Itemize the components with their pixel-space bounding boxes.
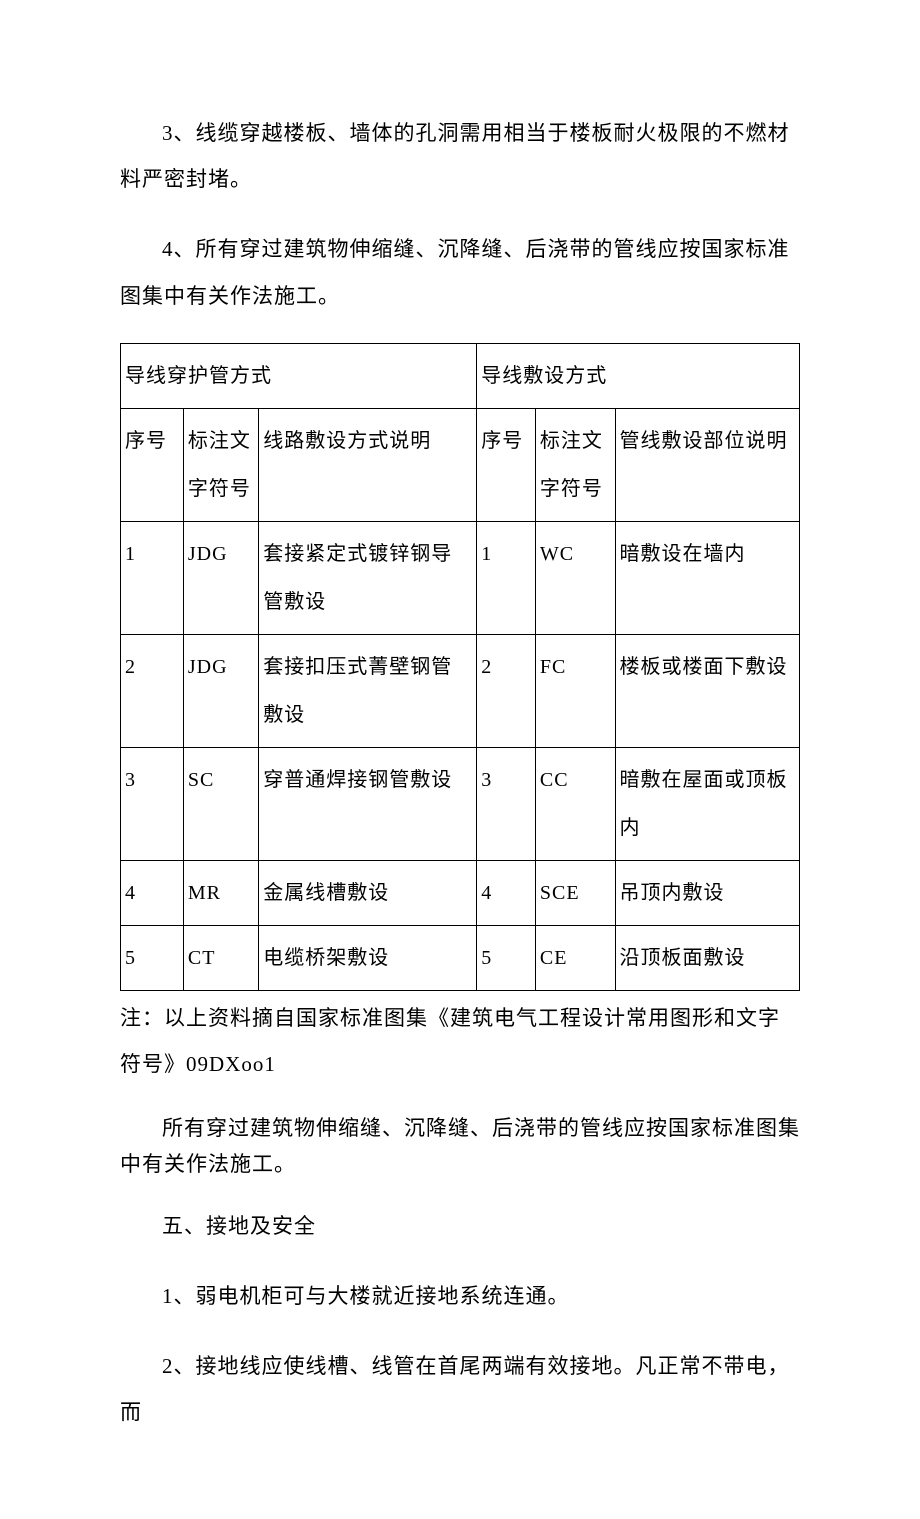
subheader-seq-l: 序号 <box>121 408 184 521</box>
cell-desc-l: 套接扣压式菁壁钢管敷设 <box>259 634 477 747</box>
table: 导线穿护管方式 导线敷设方式 序号 标注文字符号 线路敷设方式说明 序号 标注文… <box>120 343 800 991</box>
cell-desc-r: 沿顶板面敷设 <box>615 925 799 990</box>
cell-desc-l: 金属线槽敷设 <box>259 860 477 925</box>
cell-sym-r: SCE <box>535 860 615 925</box>
cell-seq-r: 5 <box>477 925 536 990</box>
cell-seq-r: 2 <box>477 634 536 747</box>
paragraph-item-4: 4、所有穿过建筑物伸缩缝、沉降缝、后浇带的管线应按国家标准图集中有关作法施工。 <box>120 226 800 318</box>
table-subheader-row: 序号 标注文字符号 线路敷设方式说明 序号 标注文字符号 管线敷设部位说明 <box>121 408 800 521</box>
paragraph-5-1: 1、弱电机柜可与大楼就近接地系统连通。 <box>120 1273 800 1319</box>
cell-seq-l: 3 <box>121 747 184 860</box>
section-5-title: 五、接地及安全 <box>120 1203 800 1249</box>
paragraph-5-2: 2、接地线应使线槽、线管在首尾两端有效接地。凡正常不带电，而 <box>120 1343 800 1435</box>
wiring-table: 导线穿护管方式 导线敷设方式 序号 标注文字符号 线路敷设方式说明 序号 标注文… <box>120 343 800 991</box>
cell-sym-l: MR <box>183 860 258 925</box>
cell-sym-r: CE <box>535 925 615 990</box>
table-row: 4 MR 金属线槽敷设 4 SCE 吊顶内敷设 <box>121 860 800 925</box>
cell-seq-r: 4 <box>477 860 536 925</box>
cell-desc-r: 楼板或楼面下敷设 <box>615 634 799 747</box>
subheader-desc-r: 管线敷设部位说明 <box>615 408 799 521</box>
cell-seq-l: 2 <box>121 634 184 747</box>
table-row: 5 CT 电缆桥架敷设 5 CE 沿顶板面敷设 <box>121 925 800 990</box>
cell-sym-l: SC <box>183 747 258 860</box>
cell-sym-r: CC <box>535 747 615 860</box>
table-row: 2 JDG 套接扣压式菁壁钢管敷设 2 FC 楼板或楼面下敷设 <box>121 634 800 747</box>
cell-desc-r: 暗敷在屋面或顶板内 <box>615 747 799 860</box>
cell-seq-l: 1 <box>121 521 184 634</box>
cell-sym-l: CT <box>183 925 258 990</box>
cell-sym-l: JDG <box>183 634 258 747</box>
table-row: 3 SC 穿普通焊接钢管敷设 3 CC 暗敷在屋面或顶板内 <box>121 747 800 860</box>
cell-desc-l: 套接紧定式镀锌钢导管敷设 <box>259 521 477 634</box>
cell-seq-r: 1 <box>477 521 536 634</box>
paragraph-item-3: 3、线缆穿越楼板、墙体的孔洞需用相当于楼板耐火极限的不燃材料严密封堵。 <box>120 110 800 202</box>
cell-desc-r: 暗敷设在墙内 <box>615 521 799 634</box>
subheader-sym-r: 标注文字符号 <box>535 408 615 521</box>
cell-sym-r: FC <box>535 634 615 747</box>
cell-seq-l: 5 <box>121 925 184 990</box>
header-right-cell: 导线敷设方式 <box>477 343 800 408</box>
header-left-cell: 导线穿护管方式 <box>121 343 477 408</box>
cell-seq-l: 4 <box>121 860 184 925</box>
cell-desc-l: 穿普通焊接钢管敷设 <box>259 747 477 860</box>
table-row: 1 JDG 套接紧定式镀锌钢导管敷设 1 WC 暗敷设在墙内 <box>121 521 800 634</box>
cell-sym-l: JDG <box>183 521 258 634</box>
subheader-sym-l: 标注文字符号 <box>183 408 258 521</box>
cell-seq-r: 3 <box>477 747 536 860</box>
table-note: 注：以上资料摘自国家标准图集《建筑电气工程设计常用图形和文字符号》09DXoo1 <box>120 995 800 1087</box>
cell-sym-r: WC <box>535 521 615 634</box>
table-header-row: 导线穿护管方式 导线敷设方式 <box>121 343 800 408</box>
cell-desc-l: 电缆桥架敷设 <box>259 925 477 990</box>
cell-desc-r: 吊顶内敷设 <box>615 860 799 925</box>
paragraph-repeat: 所有穿过建筑物伸缩缝、沉降缝、后浇带的管线应按国家标准图集中有关作法施工。 <box>120 1111 800 1182</box>
subheader-seq-r: 序号 <box>477 408 536 521</box>
subheader-desc-l: 线路敷设方式说明 <box>259 408 477 521</box>
